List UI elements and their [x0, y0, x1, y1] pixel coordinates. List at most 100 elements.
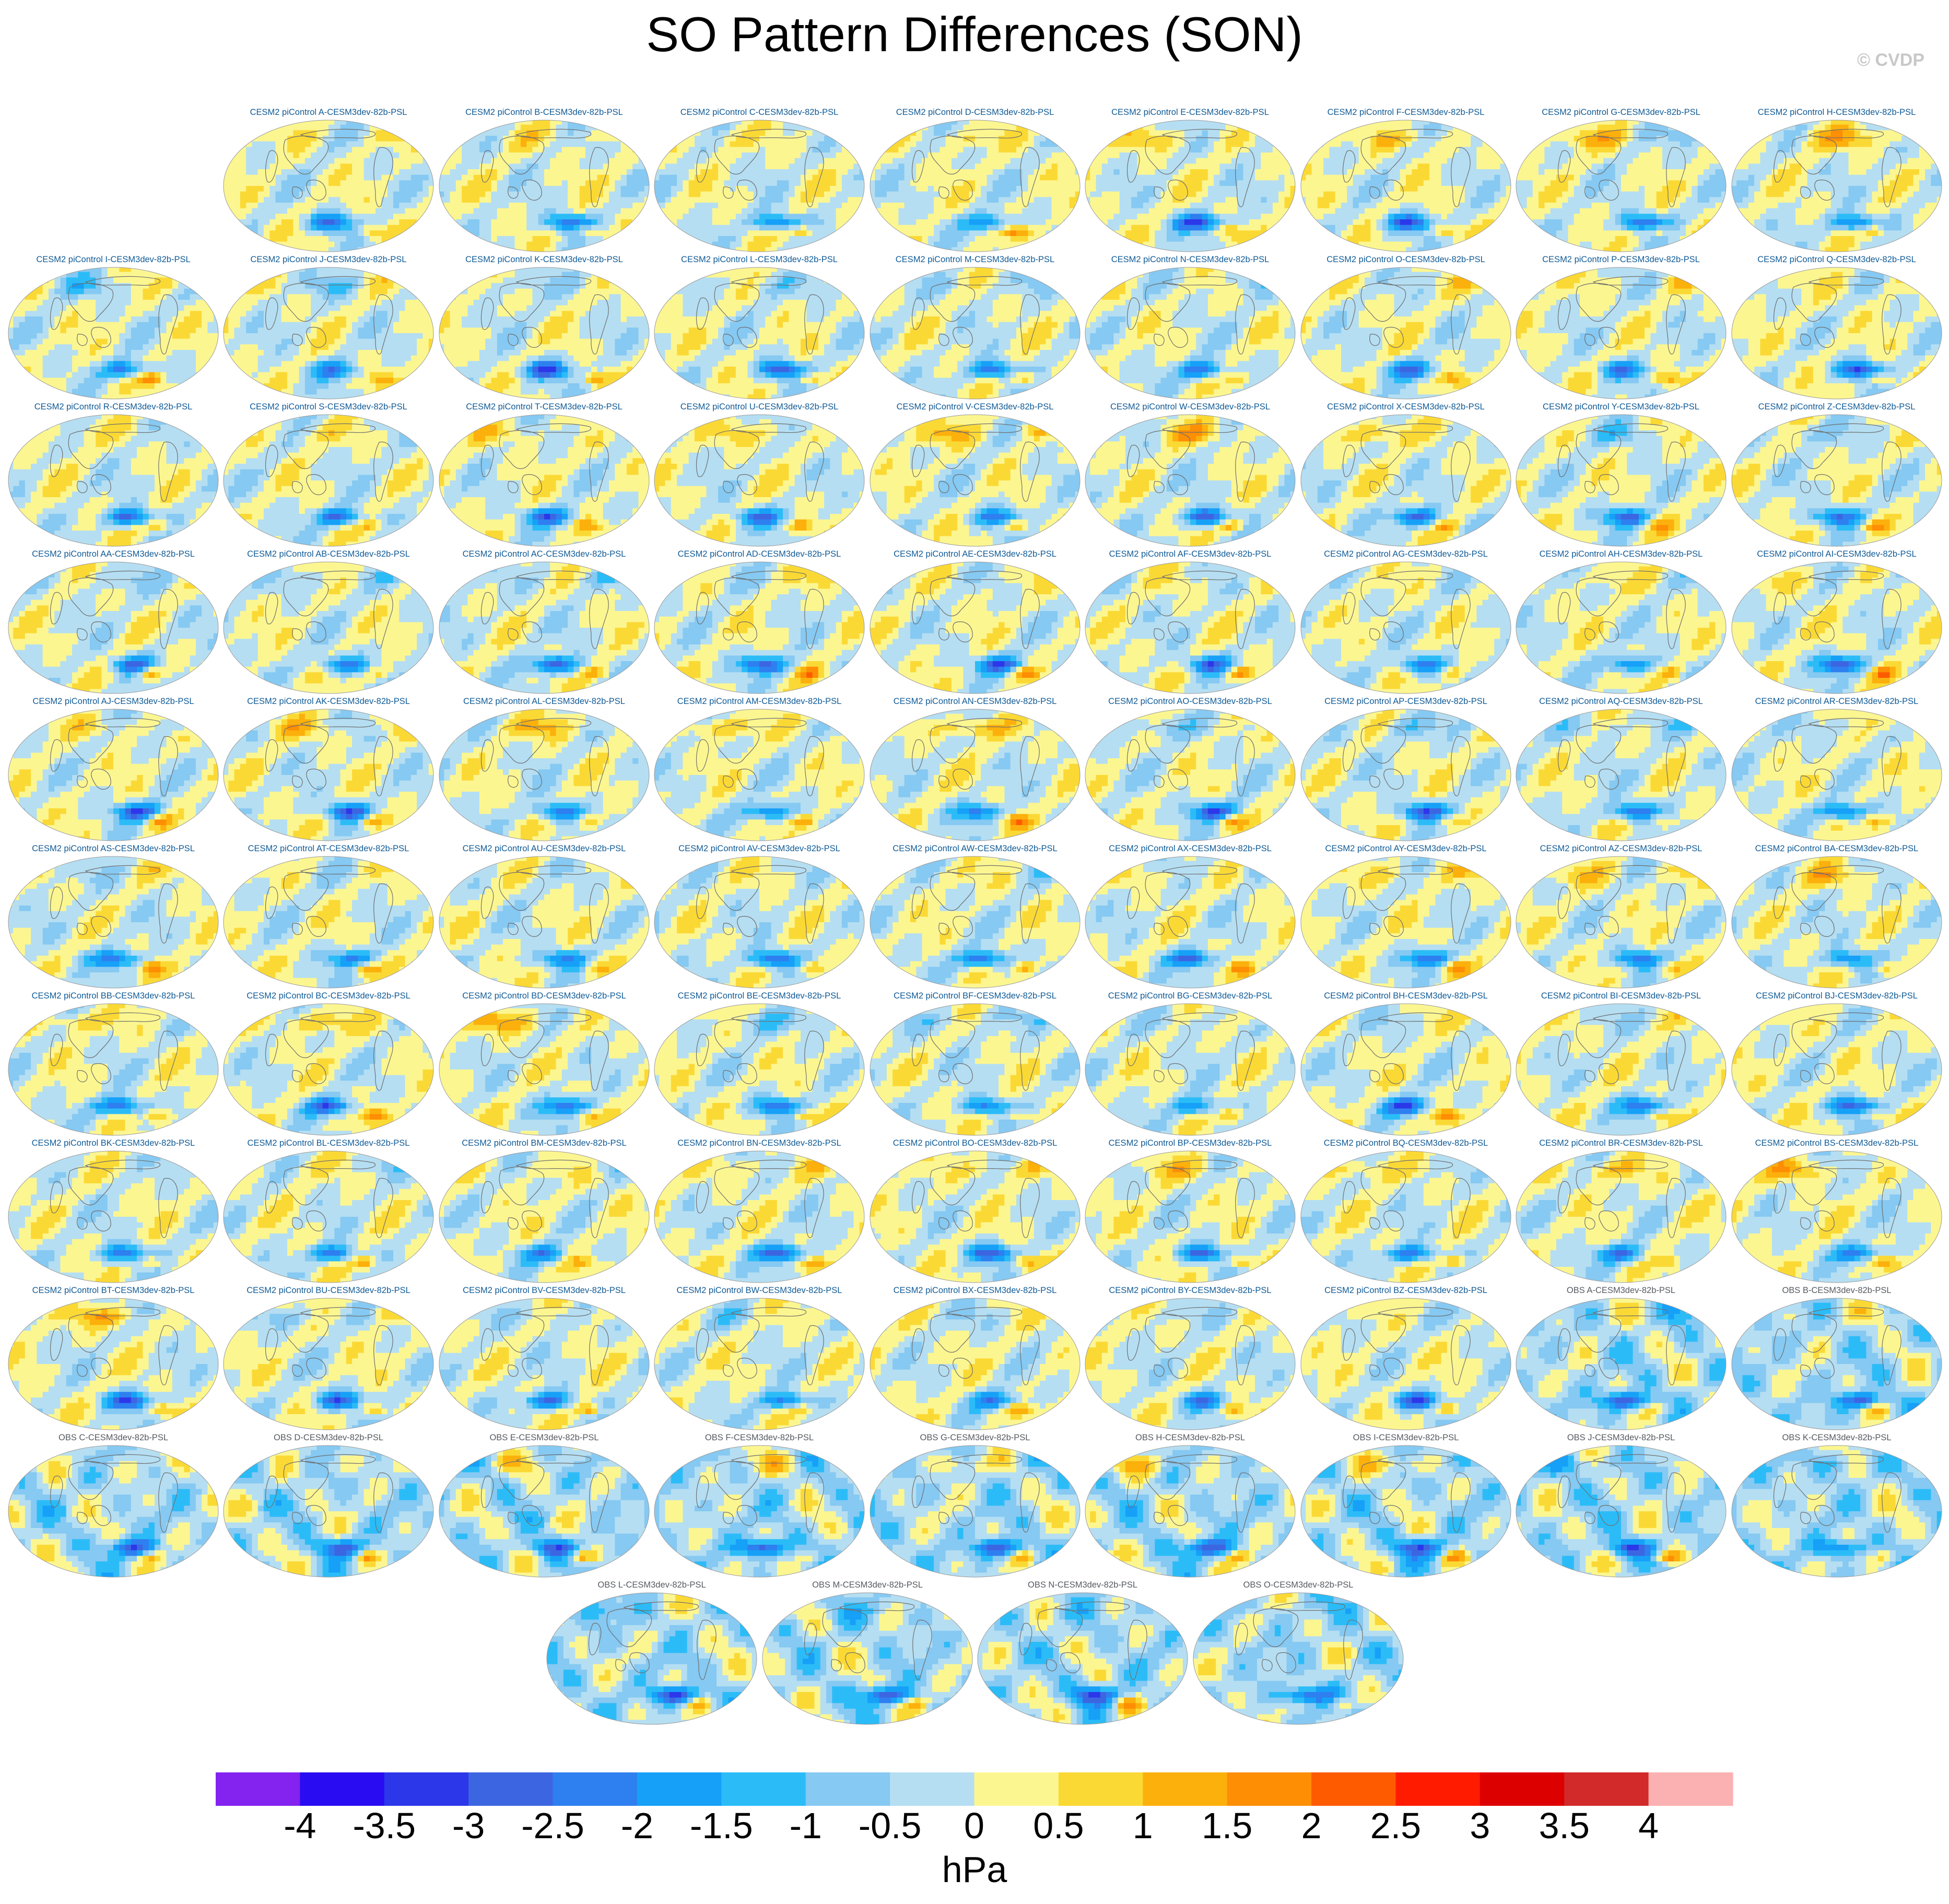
field-cell	[281, 158, 288, 164]
field-cell	[1488, 152, 1495, 158]
field-cell	[1004, 197, 1011, 203]
field-cell	[1370, 142, 1377, 147]
field-cell	[276, 147, 282, 152]
field-cell	[375, 142, 382, 147]
field-cell	[405, 147, 412, 152]
field-cell	[916, 214, 922, 219]
field-cell	[910, 147, 917, 152]
field-cell	[928, 186, 934, 192]
field-cell	[830, 147, 836, 152]
field-cell	[689, 163, 695, 169]
field-cell	[287, 169, 293, 175]
field-cell	[887, 163, 893, 169]
field-cell	[444, 130, 450, 136]
field-cell	[497, 230, 503, 236]
field-cell	[388, 242, 394, 248]
field-cell	[881, 192, 887, 197]
field-cell	[580, 186, 586, 192]
field-cell	[573, 136, 580, 142]
field-cell	[1388, 152, 1394, 158]
field-cell	[910, 247, 917, 253]
field-cell	[677, 125, 683, 131]
field-cell	[1323, 169, 1330, 175]
field-cell	[1219, 186, 1226, 192]
field-cell	[1178, 158, 1184, 164]
field-cell	[1494, 136, 1500, 142]
field-cell	[1046, 142, 1052, 147]
field-cell	[252, 214, 258, 219]
field-cell	[765, 247, 771, 253]
field-cell	[806, 219, 813, 225]
field-cell	[1028, 152, 1035, 158]
field-cell	[1323, 192, 1330, 197]
field-cell	[276, 225, 282, 231]
field-cell	[860, 136, 865, 142]
field-cell	[1108, 125, 1114, 131]
field-cell	[1483, 175, 1489, 181]
field-cell	[240, 214, 246, 219]
panel-title: CESM2 piControl D-CESM3dev-82b-PSL	[869, 108, 1081, 117]
field-cell	[638, 214, 644, 219]
field-cell	[281, 192, 288, 197]
field-cell	[928, 130, 934, 136]
field-cell	[1418, 197, 1424, 203]
field-cell	[405, 119, 412, 125]
field-cell	[1377, 142, 1383, 147]
field-cell	[370, 192, 376, 197]
field-cell	[1255, 192, 1261, 197]
field-cell	[1341, 142, 1347, 147]
field-cell	[869, 225, 875, 231]
field-cell	[881, 125, 887, 131]
field-cell	[1155, 180, 1161, 186]
field-cell	[393, 197, 400, 203]
field-cell	[485, 247, 491, 253]
field-cell	[881, 208, 887, 214]
field-cell	[789, 197, 795, 203]
field-cell	[591, 208, 597, 214]
field-cell	[957, 247, 964, 253]
field-cell	[1237, 169, 1243, 175]
field-cell	[544, 242, 550, 248]
field-cell	[1406, 147, 1412, 152]
field-cell	[503, 169, 509, 175]
field-cell	[940, 242, 946, 248]
field-cell	[311, 180, 317, 186]
field-cell	[246, 119, 252, 125]
field-cell	[993, 214, 999, 219]
field-cell	[848, 125, 854, 131]
field-cell	[1500, 125, 1506, 131]
field-cell	[771, 208, 778, 214]
field-cell	[934, 203, 940, 208]
field-cell	[806, 186, 813, 192]
field-cell	[881, 180, 887, 186]
field-cell	[801, 142, 807, 147]
field-cell	[573, 219, 580, 225]
field-cell	[1424, 192, 1430, 197]
field-cell	[975, 136, 981, 142]
field-cell	[1034, 230, 1040, 236]
field-cell	[1113, 169, 1120, 175]
field-cell	[632, 180, 639, 186]
field-cell	[444, 197, 450, 203]
field-cell	[742, 142, 748, 147]
field-cell	[1261, 130, 1267, 136]
field-cell	[1143, 203, 1149, 208]
field-cell	[1278, 192, 1285, 197]
field-cell	[695, 125, 701, 131]
field-cell	[993, 219, 999, 225]
field-cell	[1069, 192, 1075, 197]
field-cell	[1418, 142, 1424, 147]
field-cell	[1226, 147, 1232, 152]
field-cell	[869, 197, 875, 203]
field-cell	[1196, 219, 1202, 225]
field-cell	[328, 152, 335, 158]
field-cell	[963, 214, 969, 219]
field-cell	[1488, 163, 1495, 169]
field-cell	[1249, 242, 1255, 248]
field-cell	[346, 197, 353, 203]
field-cell	[853, 152, 860, 158]
field-cell	[591, 192, 597, 197]
field-cell	[1090, 219, 1096, 225]
field-cell	[370, 175, 376, 181]
field-cell	[1011, 197, 1017, 203]
